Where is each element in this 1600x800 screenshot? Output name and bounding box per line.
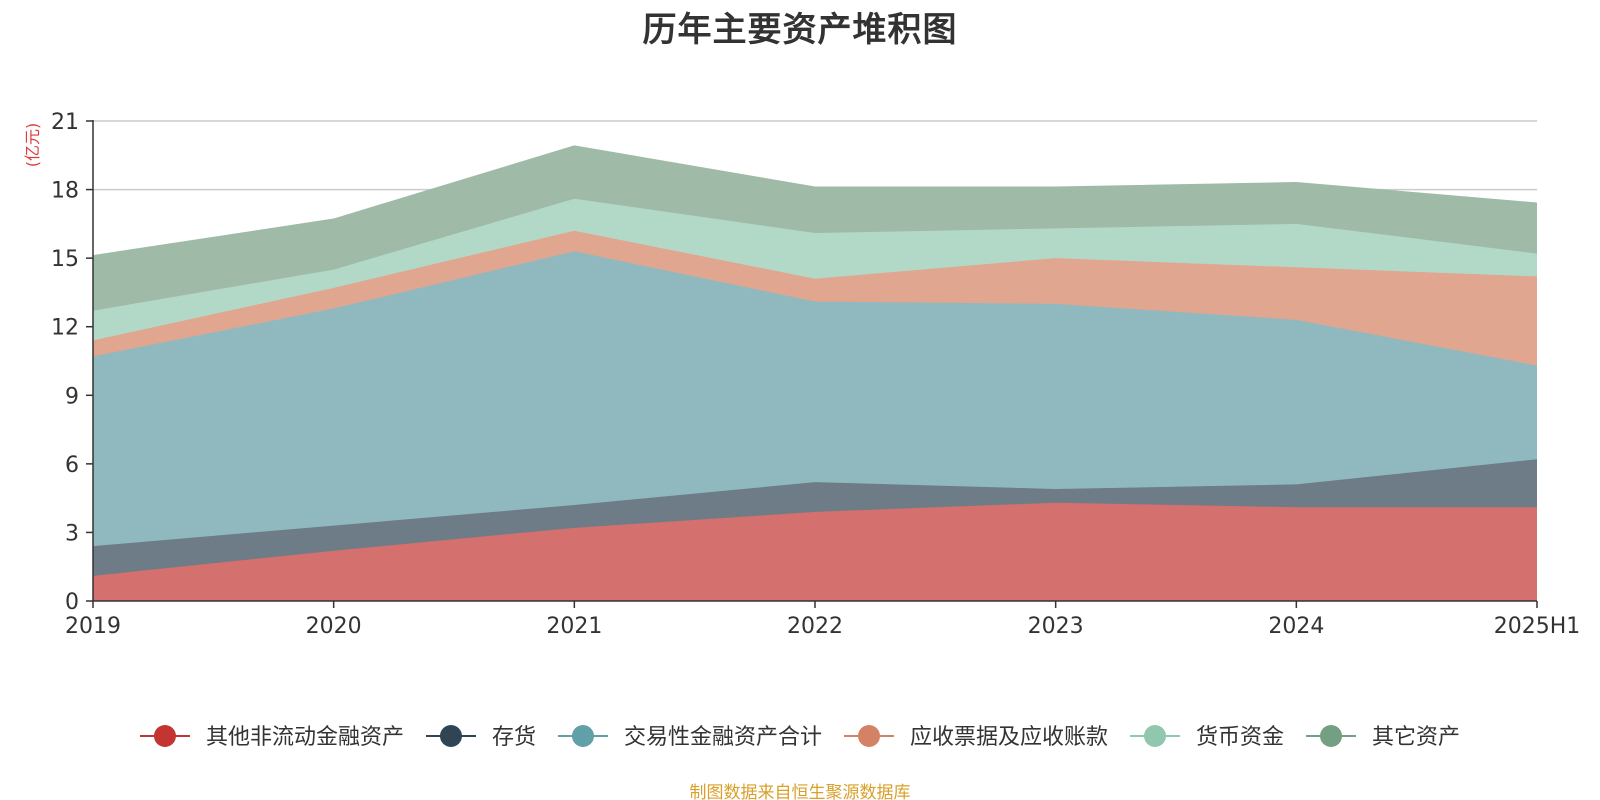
y-tick-label: 18 [51, 179, 79, 204]
x-tick-label: 2025H1 [1494, 614, 1581, 639]
area-series-3 [93, 230, 1537, 366]
y-tick-label: 3 [65, 521, 79, 546]
area-series-5 [93, 146, 1537, 311]
legend-label: 其它资产 [1372, 725, 1460, 750]
legend-label: 其他非流动金融资产 [206, 725, 404, 750]
y-unit-label: (亿元) [23, 123, 42, 168]
legend-item: 其他非流动金融资产 [139, 725, 404, 750]
area-series-2 [93, 251, 1537, 547]
x-tick-label: 2022 [787, 614, 843, 639]
y-tick-label: 0 [65, 590, 79, 615]
legend-item: 货币资金 [1130, 725, 1284, 750]
legend-item: 应收票据及应收账款 [844, 725, 1108, 750]
legend-item: 存货 [425, 725, 536, 750]
legend-marker [571, 725, 594, 747]
legend-item: 交易性金融资产合计 [557, 725, 822, 750]
area-series-group [92, 145, 1538, 601]
y-tick-label: 6 [65, 453, 79, 478]
legend-label: 应收票据及应收账款 [910, 725, 1108, 750]
legend-label: 存货 [492, 725, 536, 750]
legend-marker [858, 725, 880, 747]
legend-marker [153, 725, 176, 747]
legend-label: 货币资金 [1196, 725, 1284, 750]
x-tick-label: 2019 [65, 614, 121, 639]
area-series-0 [93, 502, 1537, 601]
legend-marker [1144, 725, 1167, 747]
x-tick-label: 2020 [306, 614, 362, 639]
legend: 其他非流动金融资产 存货 交易性金融资产合计 应收票据及应收账款 货币资金 其它资产 [139, 725, 1460, 750]
y-tick-label: 9 [65, 384, 79, 409]
source-note: 制图数据来自恒生聚源数据库 [689, 783, 911, 800]
legend-label: 交易性金融资产合计 [624, 725, 822, 750]
y-tick-label: 15 [51, 247, 79, 272]
y-tick-label: 12 [51, 316, 79, 341]
x-tick-label: 2024 [1268, 614, 1324, 639]
area-series-line-5 [92, 145, 1538, 257]
y-tick-label: 21 [51, 110, 79, 135]
area-series-1 [93, 459, 1537, 576]
x-tick-label: 2023 [1028, 614, 1084, 639]
chart-title: 历年主要资产堆积图 [642, 10, 958, 50]
legend-marker [1320, 725, 1343, 747]
legend-marker [439, 725, 462, 747]
legend-item: 其它资产 [1306, 725, 1460, 750]
x-tick-label: 2021 [546, 614, 602, 639]
area-series-4 [93, 198, 1537, 341]
